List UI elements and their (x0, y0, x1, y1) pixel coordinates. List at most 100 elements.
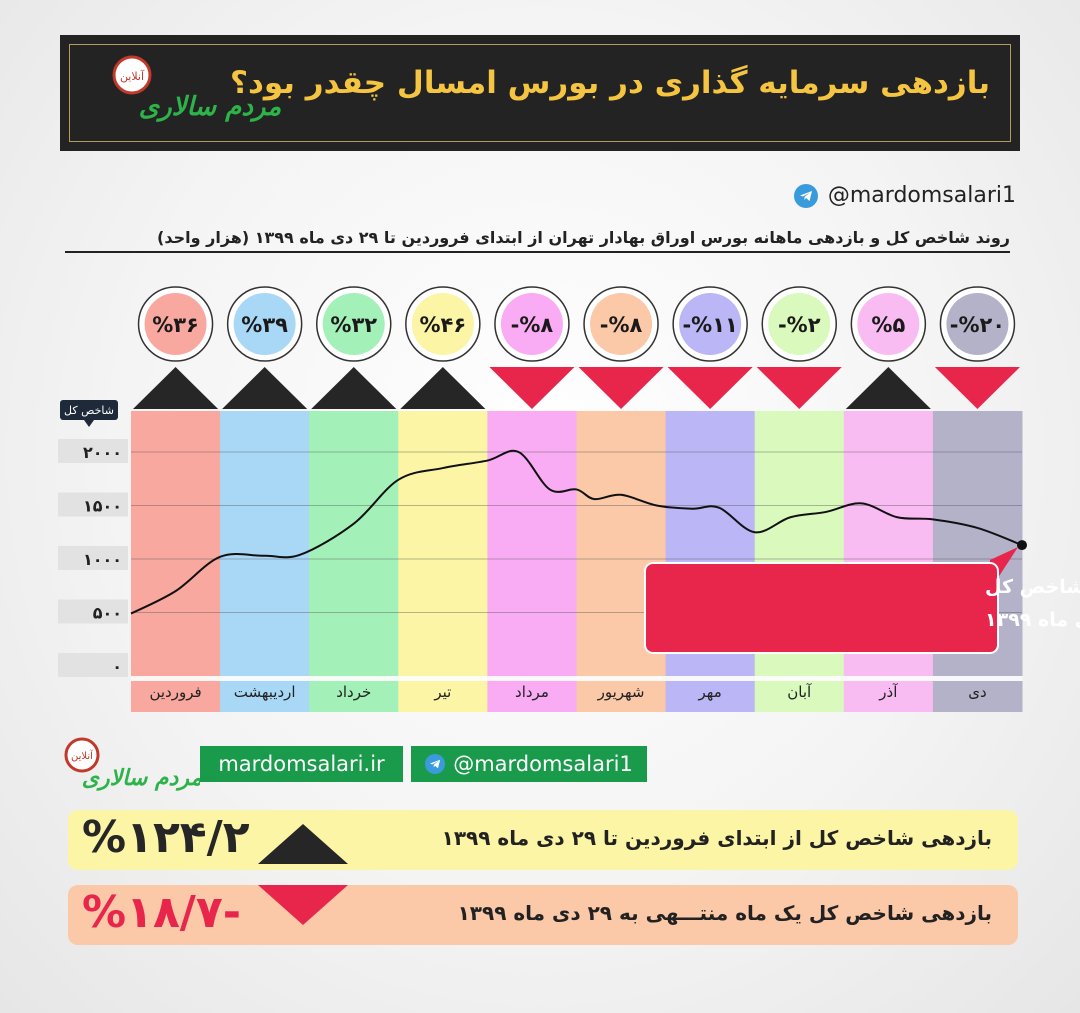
band-divider (309, 676, 399, 681)
end-point (1017, 540, 1027, 551)
ytd-return-row: بازدهی شاخص کل از ابتدای فروردین تا ۲۹ د… (68, 810, 1018, 870)
y-tick-label: ۱۰۰۰ (83, 550, 122, 569)
index-line (130, 449, 1027, 615)
return-label: -%۸ (511, 313, 554, 337)
month-band (843, 411, 934, 712)
badge-fill (946, 293, 1009, 355)
return-label: -%۲۰ (950, 313, 1005, 337)
month-band (220, 411, 310, 712)
down-arrow (578, 367, 664, 409)
tick-bg (58, 492, 128, 517)
website-text: mardomsalari.ir (218, 752, 385, 776)
y-tick-label: ۱۵۰۰ (83, 497, 122, 516)
month-label: خرداد (336, 683, 371, 701)
month-band (754, 411, 845, 712)
badge-fill (679, 293, 742, 355)
up-arrow (311, 367, 397, 409)
band-divider (576, 676, 667, 681)
logo-bottom: آنلاین مردم سالاری (64, 737, 200, 791)
month-label: شهریور (597, 683, 645, 701)
footer-telegram-text: @mardomsalari1 (453, 752, 633, 776)
up-arrow-icon (258, 824, 348, 864)
badge-fill (322, 293, 385, 355)
header-banner: بازدهی سرمایه گذاری در بورس امسال چقدر ب… (60, 35, 1020, 151)
month-band (487, 411, 577, 712)
down-arrow (934, 367, 1020, 409)
return-label: %۵ (871, 313, 905, 337)
band-divider (131, 676, 221, 681)
y-tick-label: ۵۰۰ (93, 604, 122, 623)
band-divider (487, 676, 577, 681)
month-band (665, 411, 756, 712)
callout-text: از ابتدای سال تا ۲۹ دی ماه ۱۳۹۹ (985, 609, 1080, 631)
month-label: دی (968, 683, 986, 701)
ylabel-badge (60, 400, 118, 420)
badge-fill (590, 293, 653, 355)
logo-bottom-text: مردم سالاری (82, 766, 200, 791)
badge-fill (144, 293, 207, 355)
direction-arrows (133, 367, 1020, 409)
month-band (398, 411, 488, 712)
logo-bottom-badge-circle (64, 737, 100, 773)
month-label: مرداد (515, 683, 549, 701)
annotation-callout: ۲/۲ برابر شدن رقم شاخص کل از ابتدای سال ت… (644, 547, 1080, 654)
tick-bg (58, 439, 128, 463)
return-label: -%۲ (778, 313, 821, 337)
y-axis: ۰ ۵۰۰ ۱۰۰۰ ۱۵۰۰ ۲۰۰۰ (58, 439, 1022, 677)
logo-bottom-badge-text: آنلاین (71, 749, 94, 762)
up-arrow (845, 367, 931, 409)
y-tick-label: ۲۰۰۰ (83, 443, 122, 462)
badge-fill (500, 293, 563, 355)
source-telegram[interactable]: @mardomsalari1 (793, 183, 1016, 208)
badge-fill (233, 293, 296, 355)
y-label-group: شاخص کل (60, 400, 118, 427)
month-label: آذر (878, 683, 898, 701)
month-return-value: -%۱۸/۷ (82, 887, 241, 938)
ylabel-pointer (84, 420, 94, 427)
band-divider (220, 676, 310, 681)
logo-badge-circle (112, 55, 152, 95)
month-label: آبان (787, 683, 812, 701)
band-divider (754, 676, 845, 681)
return-label: %۳۹ (241, 313, 288, 337)
footer-telegram-icon (425, 754, 446, 774)
telegram-icon (793, 183, 818, 208)
index-series-line (130, 449, 1023, 615)
up-arrow (222, 367, 308, 409)
band-divider (932, 676, 1023, 681)
return-label: %۴۶ (420, 313, 467, 337)
month-band (932, 411, 1023, 712)
badge-fill (768, 293, 831, 355)
callout-box (644, 562, 999, 654)
footer-telegram-link[interactable]: @mardomsalari1 (411, 746, 647, 782)
logo-badge-text: آنلاین (120, 69, 145, 83)
badge-fill (411, 293, 474, 355)
down-arrow (489, 367, 575, 409)
ytd-return-label: بازدهی شاخص کل از ابتدای فروردین تا ۲۹ د… (441, 826, 992, 850)
callout-pointer (990, 547, 1018, 590)
logo-text: مردم سالاری (139, 92, 282, 122)
telegram-handle: @mardomsalari1 (827, 183, 1016, 208)
month-band (576, 411, 667, 712)
month-label: فروردین (149, 683, 201, 701)
tick-bg (58, 653, 128, 677)
month-label: تیر (433, 683, 451, 701)
return-badges: %۳۶ %۳۹ %۳۲ %۴۶ -%۸ -%۸ -%۱۱ -%۲ %۵ -%۲۰ (137, 286, 1016, 362)
ytd-return-value: %۱۲۴/۲ (82, 812, 250, 863)
y-tick-label: ۰ (112, 657, 122, 676)
badge-fill (857, 293, 920, 355)
month-band (131, 411, 221, 712)
website-link[interactable]: mardomsalari.ir (200, 746, 403, 782)
return-label: %۳۲ (330, 313, 377, 337)
page-title: بازدهی سرمایه گذاری در بورس امسال چقدر ب… (229, 65, 990, 101)
chart-subtitle: روند شاخص کل و بازدهی ماهانه بورس اوراق … (65, 228, 1010, 253)
band-divider (398, 676, 488, 681)
header-border (69, 44, 1011, 142)
up-arrow (133, 367, 219, 409)
month-bands (131, 411, 1023, 712)
y-axis-label: شاخص کل (64, 404, 114, 417)
return-label: -%۱۱ (682, 313, 737, 337)
month-return-label: بازدهی شاخص کل یک ماه منتـــهی به ۲۹ دی … (457, 901, 992, 925)
band-divider (665, 676, 756, 681)
